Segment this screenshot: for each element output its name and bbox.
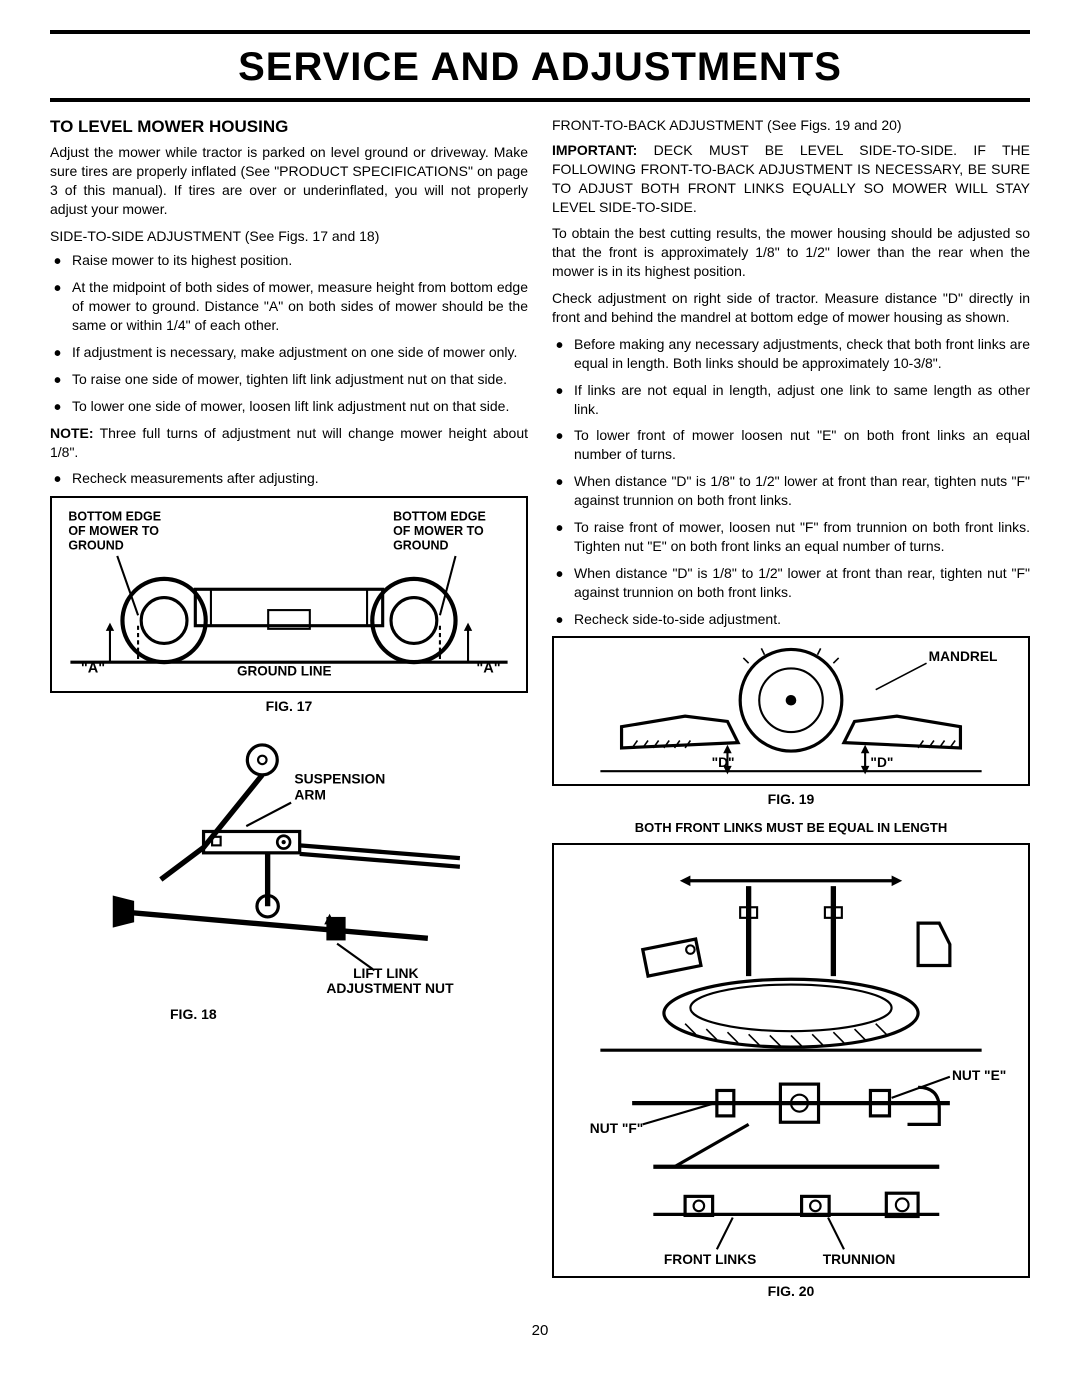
top-rule [50,30,1030,34]
bullet-item: When distance "D" is 1/8" to 1/2" lower … [552,564,1030,602]
fig17-label-left2: OF MOWER TO [68,524,159,538]
right-column: FRONT-TO-BACK ADJUSTMENT (See Figs. 19 a… [552,116,1030,1311]
fig18-susp-label2: ARM [294,787,326,803]
fig18-liftlink-label2: ADJUSTMENT NUT [326,980,454,996]
fig18-susp-label: SUSPENSION [294,771,385,787]
page-title: SERVICE AND ADJUSTMENTS [50,40,1030,94]
bullet-item: Before making any necessary adjustments,… [552,335,1030,373]
fig19-d-left: "D" [712,755,735,770]
fig17-label-left: BOTTOM EDGE [68,510,161,524]
important-block: IMPORTANT: DECK MUST BE LEVEL SIDE-TO-SI… [552,141,1030,217]
fig20-subcaption: BOTH FRONT LINKS MUST BE EQUAL IN LENGTH [552,819,1030,837]
bullet-item: Recheck measurements after adjusting. [50,469,528,488]
fig19-caption: FIG. 19 [552,790,1030,809]
figure-20: NUT "E" NUT "F" [552,843,1030,1279]
fig17-label-right: BOTTOM EDGE [393,510,486,524]
bullet-item: When distance "D" is 1/8" to 1/2" lower … [552,472,1030,510]
front-para1: To obtain the best cutting results, the … [552,224,1030,281]
fig18-liftlink-label: LIFT LINK [353,965,419,981]
left-column: TO LEVEL MOWER HOUSING Adjust the mower … [50,116,528,1311]
fig17-label-right3: GROUND [393,539,449,553]
fig17-a-left: "A" [81,661,105,677]
fig17-label-right2: OF MOWER TO [393,524,484,538]
bullet-item: To raise front of mower, loosen nut "F" … [552,518,1030,556]
fig20-nut-f: NUT "F" [590,1120,644,1135]
title-underline [50,98,1030,102]
level-intro-paragraph: Adjust the mower while tractor is parked… [50,143,528,219]
front-bullets: Before making any necessary adjustments,… [552,335,1030,629]
side-to-side-bullets: Raise mower to its highest position. At … [50,251,528,415]
bullet-item: If links are not equal in length, adjust… [552,381,1030,419]
figure-18-svg: SUSPENSION ARM [54,730,524,997]
fig19-d-right: "D" [870,755,893,770]
fig20-trunnion: TRUNNION [823,1252,896,1267]
figure-17-svg: BOTTOM EDGE OF MOWER TO GROUND BOTTOM ED… [60,506,518,683]
fig17-ground-line: GROUND LINE [237,664,332,679]
figure-19-svg: MANDREL "D" "D" [558,642,1024,780]
bullet-item: If adjustment is necessary, make adjustm… [50,343,528,362]
figure-20-svg: NUT "E" NUT "F" [558,849,1024,1273]
page-number: 20 [50,1321,1030,1341]
side-to-side-heading: SIDE-TO-SIDE ADJUSTMENT (See Figs. 17 an… [50,227,528,246]
front-to-back-heading: FRONT-TO-BACK ADJUSTMENT (See Figs. 19 a… [552,116,1030,135]
bullet-item: To lower front of mower loosen nut "E" o… [552,426,1030,464]
fig17-caption: FIG. 17 [50,697,528,716]
note-label: NOTE: [50,425,94,441]
bullet-item: At the midpoint of both sides of mower, … [50,278,528,335]
note-line: NOTE: Three full turns of adjustment nut… [50,424,528,462]
fig19-mandrel: MANDREL [929,650,998,665]
bullet-item: Raise mower to its highest position. [50,251,528,270]
front-para2: Check adjustment on right side of tracto… [552,289,1030,327]
fig17-a-right: "A" [476,661,500,677]
bullet-item: To lower one side of mower, loosen lift … [50,397,528,416]
fig20-caption: FIG. 20 [552,1282,1030,1301]
figure-17: BOTTOM EDGE OF MOWER TO GROUND BOTTOM ED… [50,496,528,693]
fig18-caption: FIG. 18 [170,1005,528,1024]
fig20-nut-e: NUT "E" [952,1067,1006,1082]
figure-19: MANDREL "D" "D" [552,636,1030,786]
important-label: IMPORTANT: [552,142,637,158]
bullet-item: To raise one side of mower, tighten lift… [50,370,528,389]
fig20-front-links: FRONT LINKS [664,1252,756,1267]
two-column-layout: TO LEVEL MOWER HOUSING Adjust the mower … [50,116,1030,1311]
fig17-label-left3: GROUND [68,539,124,553]
figure-18: SUSPENSION ARM [50,726,528,1001]
bullet-item: Recheck side-to-side adjustment. [552,610,1030,629]
recheck-bullet-list: Recheck measurements after adjusting. [50,469,528,488]
level-mower-heading: TO LEVEL MOWER HOUSING [50,116,528,139]
note-text: Three full turns of adjustment nut will … [50,425,528,460]
